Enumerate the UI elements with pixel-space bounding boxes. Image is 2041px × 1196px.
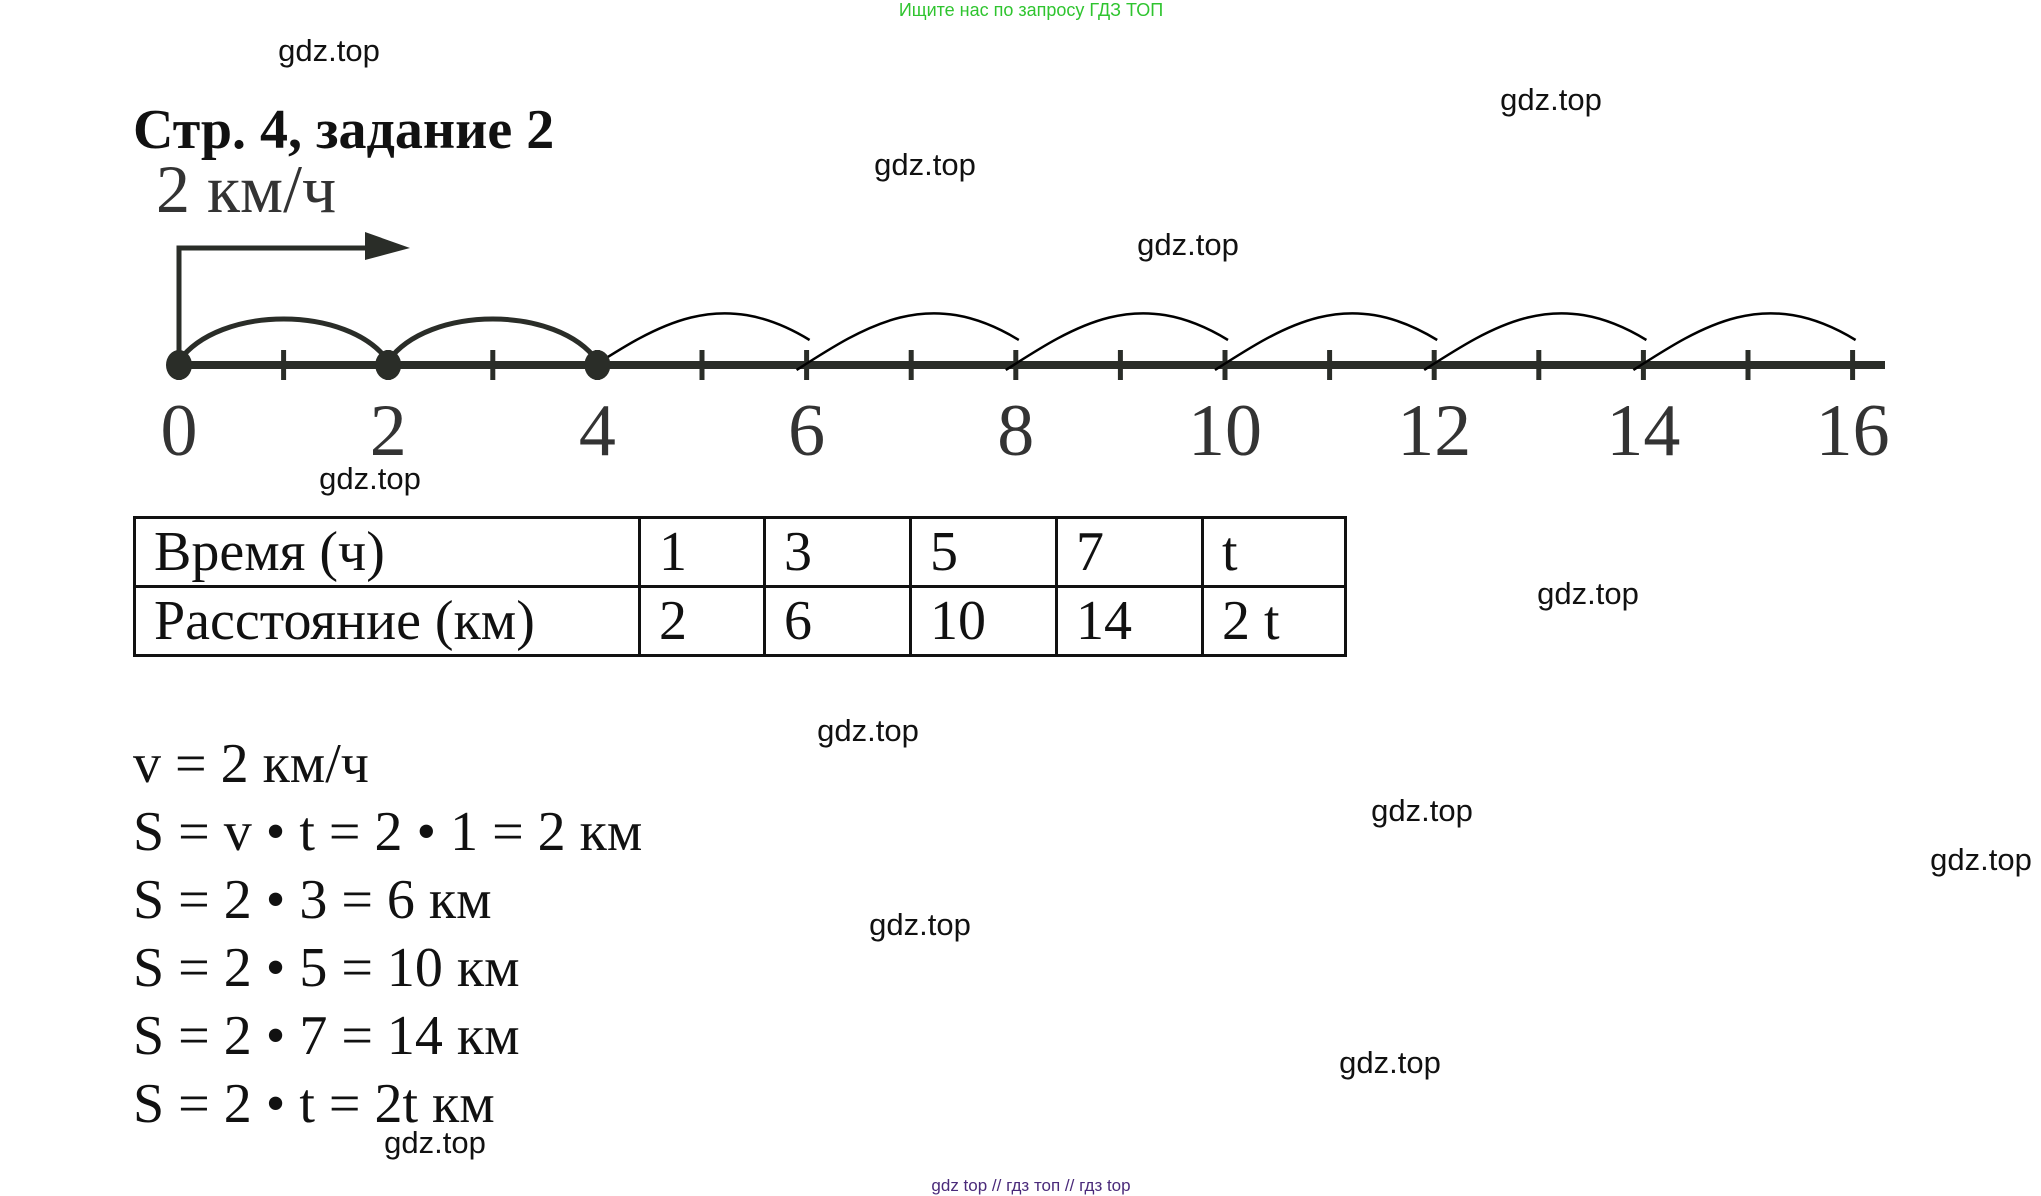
equation: S = 2 • 7 = 14 км (133, 1005, 520, 1067)
time-distance-table: Время (ч) 1 3 5 7 t Расстояние (км) 2 6 … (133, 516, 1347, 657)
axis-label: 0 (161, 390, 198, 472)
axis-label: 4 (579, 390, 616, 472)
table-cell: 2 (638, 585, 766, 657)
table-cell: 1 (638, 516, 766, 588)
equation: v = 2 км/ч (133, 733, 369, 795)
watermark: gdz.top (1137, 227, 1239, 262)
table-row: Время (ч) 1 3 5 7 t (133, 516, 1347, 588)
jump-arc (176, 316, 391, 363)
arrow-head-icon (365, 232, 410, 260)
axis-label: 14 (1606, 390, 1680, 472)
equation: S = 2 • t = 2t км (133, 1073, 495, 1135)
equations: v = 2 км/ч S = v • t = 2 • 1 = 2 км S = … (133, 730, 642, 1138)
watermark: gdz.top (869, 907, 971, 942)
jump-arc (1632, 312, 1857, 372)
table-cell: 5 (909, 516, 1058, 588)
watermark: gdz.top (1500, 82, 1602, 117)
axis-label: 10 (1188, 390, 1262, 472)
axis-label: 16 (1816, 390, 1890, 472)
speed-label: 2 км/ч (156, 151, 337, 227)
axis-label: 6 (788, 390, 825, 472)
point-marker (166, 350, 192, 380)
watermark: gdz.top (1339, 1045, 1441, 1080)
axis-label: 2 (370, 390, 407, 472)
table-cell: t (1201, 516, 1347, 588)
watermark: gdz.top (278, 33, 380, 68)
table-cell: Время (ч) (133, 516, 641, 588)
jump-arc (1005, 312, 1229, 372)
table-cell: 7 (1055, 516, 1204, 588)
watermark: gdz.top (319, 461, 421, 496)
number-line-figure: 0 2 4 6 8 10 12 14 16 (161, 232, 1890, 472)
jump-arc (586, 312, 811, 372)
search-hint: Ищите нас по запросу ГДЗ ТОП (898, 0, 1164, 20)
table-cell: 10 (909, 585, 1058, 657)
jump-arc (1423, 312, 1648, 372)
page-title: Стр. 4, задание 2 (133, 99, 555, 161)
equation: S = v • t = 2 • 1 = 2 км (133, 801, 643, 863)
watermark: gdz.top (1930, 842, 2032, 877)
axis-label: 8 (997, 390, 1034, 472)
table-cell: 14 (1055, 585, 1204, 657)
watermark: gdz.top (384, 1125, 486, 1160)
jump-arc (386, 316, 600, 363)
equation: S = 2 • 3 = 6 км (133, 869, 492, 931)
speed-arrow-shaft (176, 245, 380, 365)
watermark: gdz.top (1537, 576, 1639, 611)
jump-arc (1214, 312, 1438, 372)
table-cell: 2 t (1201, 585, 1347, 657)
table-cell: 6 (763, 585, 912, 657)
watermark: gdz.top (817, 713, 919, 748)
point-marker (584, 350, 611, 380)
point-marker (375, 350, 402, 380)
watermark: gdz.top (1371, 793, 1473, 828)
equation: S = 2 • 5 = 10 км (133, 937, 520, 999)
axis-label: 12 (1397, 390, 1471, 472)
footer-note: gdz top // гдз топ // гдз top (931, 1176, 1131, 1195)
table-row: Расстояние (км) 2 6 10 14 2 t (133, 585, 1347, 657)
table-cell: 3 (763, 516, 912, 588)
jump-arc (795, 312, 1020, 372)
watermark: gdz.top (874, 147, 976, 182)
table-cell: Расстояние (км) (133, 585, 641, 657)
